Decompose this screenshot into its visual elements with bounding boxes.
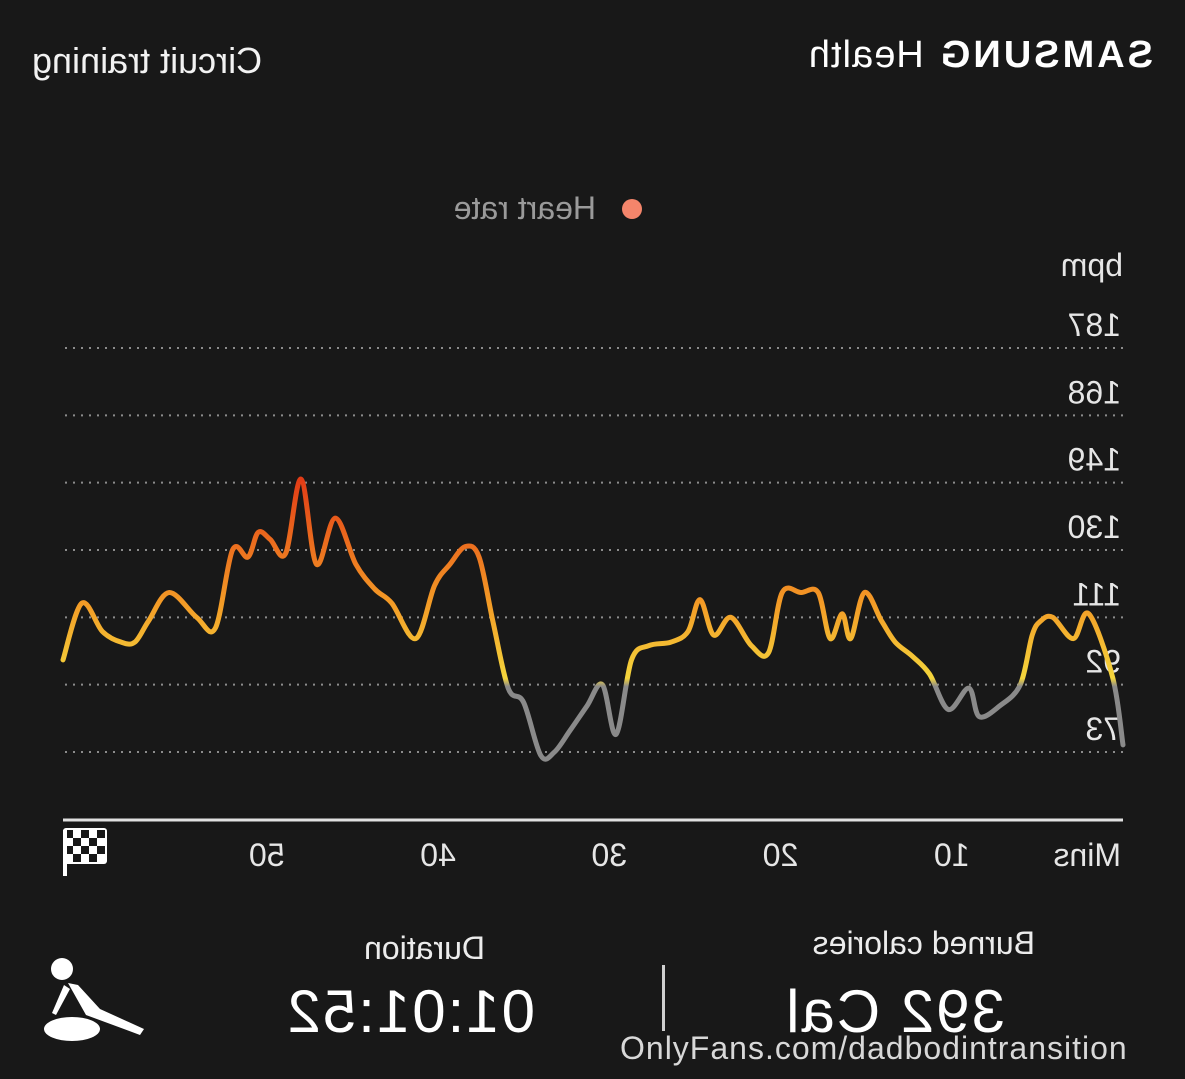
legend-label: Heart rate xyxy=(453,190,596,226)
x-axis: Mins 10 20 30 40 50 xyxy=(63,818,1123,873)
x-tick-label: 30 xyxy=(591,837,627,873)
y-tick-label: 73 xyxy=(1085,711,1121,747)
calories-label: Burned calories xyxy=(812,925,1035,961)
y-tick-label: 130 xyxy=(1068,509,1121,545)
chart-legend: Heart rate xyxy=(454,190,642,227)
y-tick-label: 149 xyxy=(1068,442,1121,478)
brand-logo: SAMSUNG Health xyxy=(808,34,1153,77)
x-axis-label: Mins xyxy=(1053,837,1121,873)
duration-label: Duration xyxy=(364,930,485,966)
y-tick-label: 168 xyxy=(1068,374,1121,410)
stats-divider xyxy=(662,965,665,1031)
y-tick-label: 187 xyxy=(1068,307,1121,343)
y-tick-label: 111 xyxy=(1072,576,1121,612)
brand-subname: Health xyxy=(807,34,924,76)
x-tick-label: 50 xyxy=(249,837,285,873)
activity-title: Circuit training xyxy=(32,40,263,81)
duration-value: 01:01:52 xyxy=(285,978,535,1045)
chart-grid xyxy=(63,347,1123,753)
x-tick-label: 10 xyxy=(934,837,970,873)
brand-name: SAMSUNG xyxy=(937,34,1153,76)
watermark-text: OnlyFans.com/dadbodintransition xyxy=(620,1030,1128,1066)
heart-rate-series-line xyxy=(60,476,1126,762)
x-tick-label: 40 xyxy=(420,837,456,873)
workout-stats: Burned calories 392 Cal Duration 01:01:5… xyxy=(0,925,1185,1075)
checkered-flag-icon xyxy=(63,828,107,876)
legend-dot xyxy=(622,198,642,219)
circuit-training-icon xyxy=(38,955,148,1050)
y-axis-label: bpm xyxy=(1061,247,1123,283)
x-tick-label: 20 xyxy=(763,837,799,873)
